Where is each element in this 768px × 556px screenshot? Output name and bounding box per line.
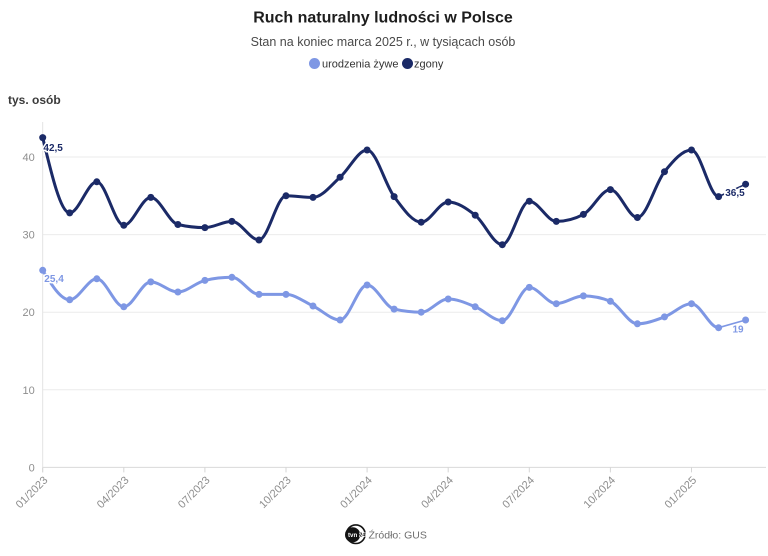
svg-text:07/2023: 07/2023	[176, 474, 213, 511]
svg-text:0: 0	[29, 462, 35, 474]
svg-text:tvn: tvn	[348, 532, 358, 539]
svg-text:tys. osób: tys. osób	[8, 93, 61, 107]
svg-text:01/2025: 01/2025	[663, 474, 700, 511]
svg-text:30: 30	[23, 230, 35, 242]
svg-text:Źródło: GUS: Źródło: GUS	[369, 529, 427, 542]
svg-text:Ruch naturalny ludności w Pols: Ruch naturalny ludności w Polsce	[253, 9, 513, 26]
svg-text:04/2024: 04/2024	[419, 474, 456, 511]
svg-text:urodzenia żywe: urodzenia żywe	[322, 58, 398, 70]
svg-text:42,5: 42,5	[43, 143, 63, 154]
svg-text:10/2024: 10/2024	[582, 474, 619, 511]
svg-text:01/2023: 01/2023	[14, 474, 51, 511]
svg-text:07/2024: 07/2024	[500, 474, 537, 511]
svg-text:04/2023: 04/2023	[95, 474, 132, 511]
svg-text:19: 19	[732, 325, 744, 336]
svg-text:25,4: 25,4	[44, 274, 64, 285]
svg-text:20: 20	[23, 307, 35, 319]
svg-text:36,5: 36,5	[725, 188, 745, 199]
svg-text:01/2024: 01/2024	[338, 474, 375, 511]
svg-text:Stan na koniec marca 2025 r.,: Stan na koniec marca 2025 r., w tysiącac…	[251, 35, 516, 49]
svg-text:10/2023: 10/2023	[257, 474, 294, 511]
svg-text:zgony: zgony	[414, 58, 444, 70]
svg-text:24: 24	[359, 533, 365, 539]
svg-text:10: 10	[23, 385, 35, 397]
svg-text:40: 40	[23, 152, 35, 164]
